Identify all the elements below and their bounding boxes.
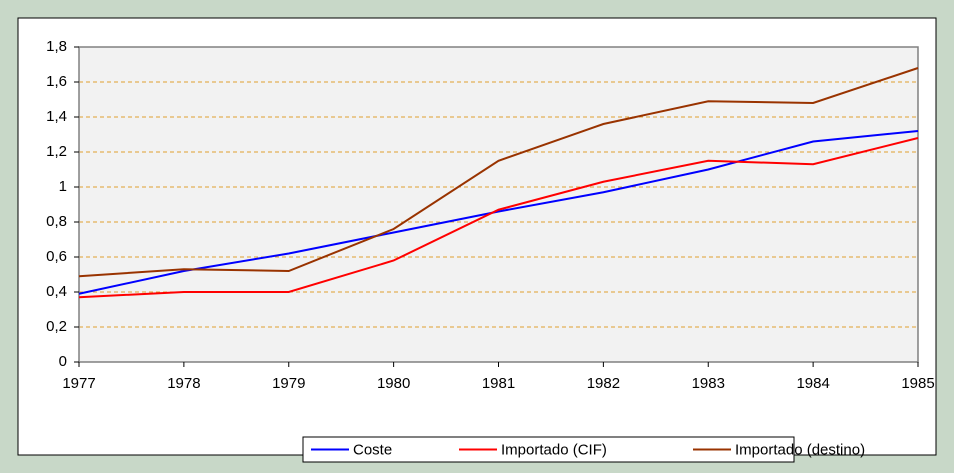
x-tick-label: 1980: [377, 375, 410, 392]
y-tick-label: 1,6: [46, 73, 67, 90]
y-tick-label: 0,6: [46, 248, 67, 265]
x-tick-label: 1981: [482, 375, 515, 392]
series-line: [78, 67, 919, 278]
legend-label: Importado (destino): [735, 441, 865, 458]
legend-label: Importado (CIF): [501, 441, 607, 458]
y-tick-label: 0,4: [46, 283, 67, 300]
y-tick-label: 0: [59, 353, 67, 370]
x-tick-label: 1982: [587, 375, 620, 392]
x-tick-label: 1978: [167, 375, 200, 392]
x-tick-label: 1984: [796, 375, 829, 392]
series-line: [78, 130, 919, 295]
plot-area: [79, 47, 918, 362]
y-tick-label: 1,4: [46, 108, 67, 125]
y-tick-label: 1: [59, 178, 67, 195]
legend-label: Coste: [353, 441, 392, 458]
x-tick-label: 1985: [901, 375, 934, 392]
y-tick-label: 1,2: [46, 143, 67, 160]
x-tick-label: 1983: [692, 375, 725, 392]
x-tick-label: 1977: [62, 375, 95, 392]
y-tick-label: 0,8: [46, 213, 67, 230]
x-tick-label: 1979: [272, 375, 305, 392]
series-line: [78, 137, 919, 299]
y-tick-label: 0,2: [46, 318, 67, 335]
y-tick-label: 1,8: [46, 38, 67, 55]
